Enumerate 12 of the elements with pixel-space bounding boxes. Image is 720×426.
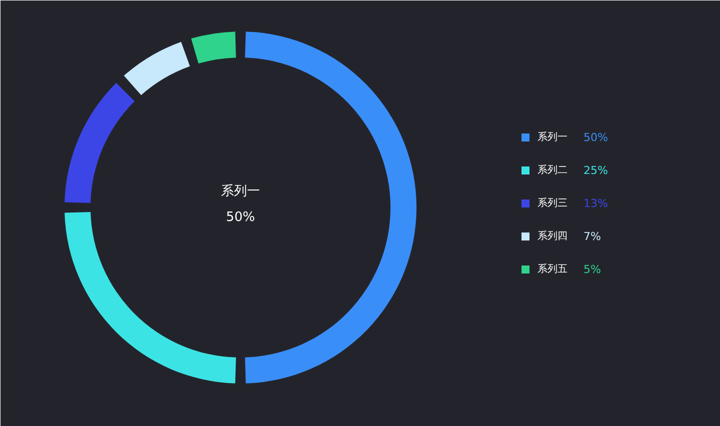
text: 50% xyxy=(226,210,255,225)
legend-label: 系列一 xyxy=(538,131,568,143)
data-label: 13% xyxy=(584,197,608,210)
legend-label: 系列三 xyxy=(538,197,568,209)
data-label: 5% xyxy=(584,263,601,276)
legend-label: 系列五 xyxy=(538,263,568,275)
data-label: 25% xyxy=(584,164,608,177)
data-label: 50% xyxy=(584,131,608,144)
legend-label: 系列二 xyxy=(538,164,568,176)
text: 系列一 xyxy=(221,184,260,199)
data-label: 7% xyxy=(584,230,601,243)
legend-label: 系列四 xyxy=(538,230,568,242)
